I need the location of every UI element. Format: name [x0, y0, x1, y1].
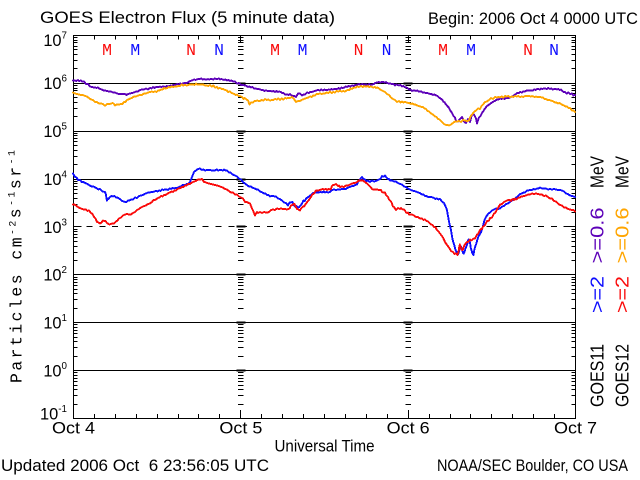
svg-text:M: M [102, 41, 112, 60]
svg-text:N: N [382, 41, 392, 60]
svg-text:Oct 7: Oct 7 [554, 420, 597, 438]
svg-text:Oct 6: Oct 6 [387, 420, 430, 438]
svg-text:N: N [354, 41, 364, 60]
svg-text:101: 101 [43, 313, 67, 333]
svg-text:M: M [130, 41, 140, 60]
svg-text:Particles cm-2s-1sr-1: Particles cm-2s-1sr-1 [7, 148, 27, 383]
svg-text:>=0.6: >=0.6 [613, 208, 633, 264]
svg-text:NOAA/SEC Boulder, CO USA: NOAA/SEC Boulder, CO USA [437, 457, 628, 475]
svg-text:Begin: 2006 Oct 4 0000 UTC: Begin: 2006 Oct 4 0000 UTC [428, 10, 638, 28]
svg-text:Universal Time: Universal Time [275, 438, 375, 456]
svg-text:MeV: MeV [588, 156, 608, 188]
svg-text:103: 103 [43, 217, 67, 237]
svg-text:100: 100 [43, 361, 67, 381]
svg-text:M: M [466, 41, 476, 60]
svg-text:102: 102 [43, 265, 67, 285]
svg-text:>=2: >=2 [588, 276, 608, 313]
svg-text:MeV: MeV [613, 156, 633, 188]
svg-text:N: N [549, 41, 559, 60]
svg-text:GOES11: GOES11 [588, 344, 608, 407]
svg-text:105: 105 [43, 122, 67, 142]
svg-text:GOES12: GOES12 [613, 344, 633, 407]
svg-text:106: 106 [43, 74, 67, 94]
svg-text:Updated 2006 Oct 6 23:56:05 U: Updated 2006 Oct 6 23:56:05 UTC [1, 457, 269, 475]
svg-text:M: M [270, 41, 280, 60]
svg-text:104: 104 [43, 169, 67, 189]
svg-text:>=2: >=2 [613, 276, 633, 313]
svg-text:N: N [186, 41, 196, 60]
svg-text:M: M [298, 41, 308, 60]
svg-text:>=0.6: >=0.6 [588, 208, 608, 264]
svg-text:M: M [438, 41, 448, 60]
svg-text:N: N [214, 41, 224, 60]
svg-text:N: N [523, 41, 533, 60]
svg-text:107: 107 [43, 31, 67, 51]
svg-text:Oct 5: Oct 5 [219, 420, 262, 438]
svg-text:GOES Electron Flux (5 minute d: GOES Electron Flux (5 minute data) [40, 9, 335, 27]
svg-text:Oct 4: Oct 4 [52, 420, 95, 438]
